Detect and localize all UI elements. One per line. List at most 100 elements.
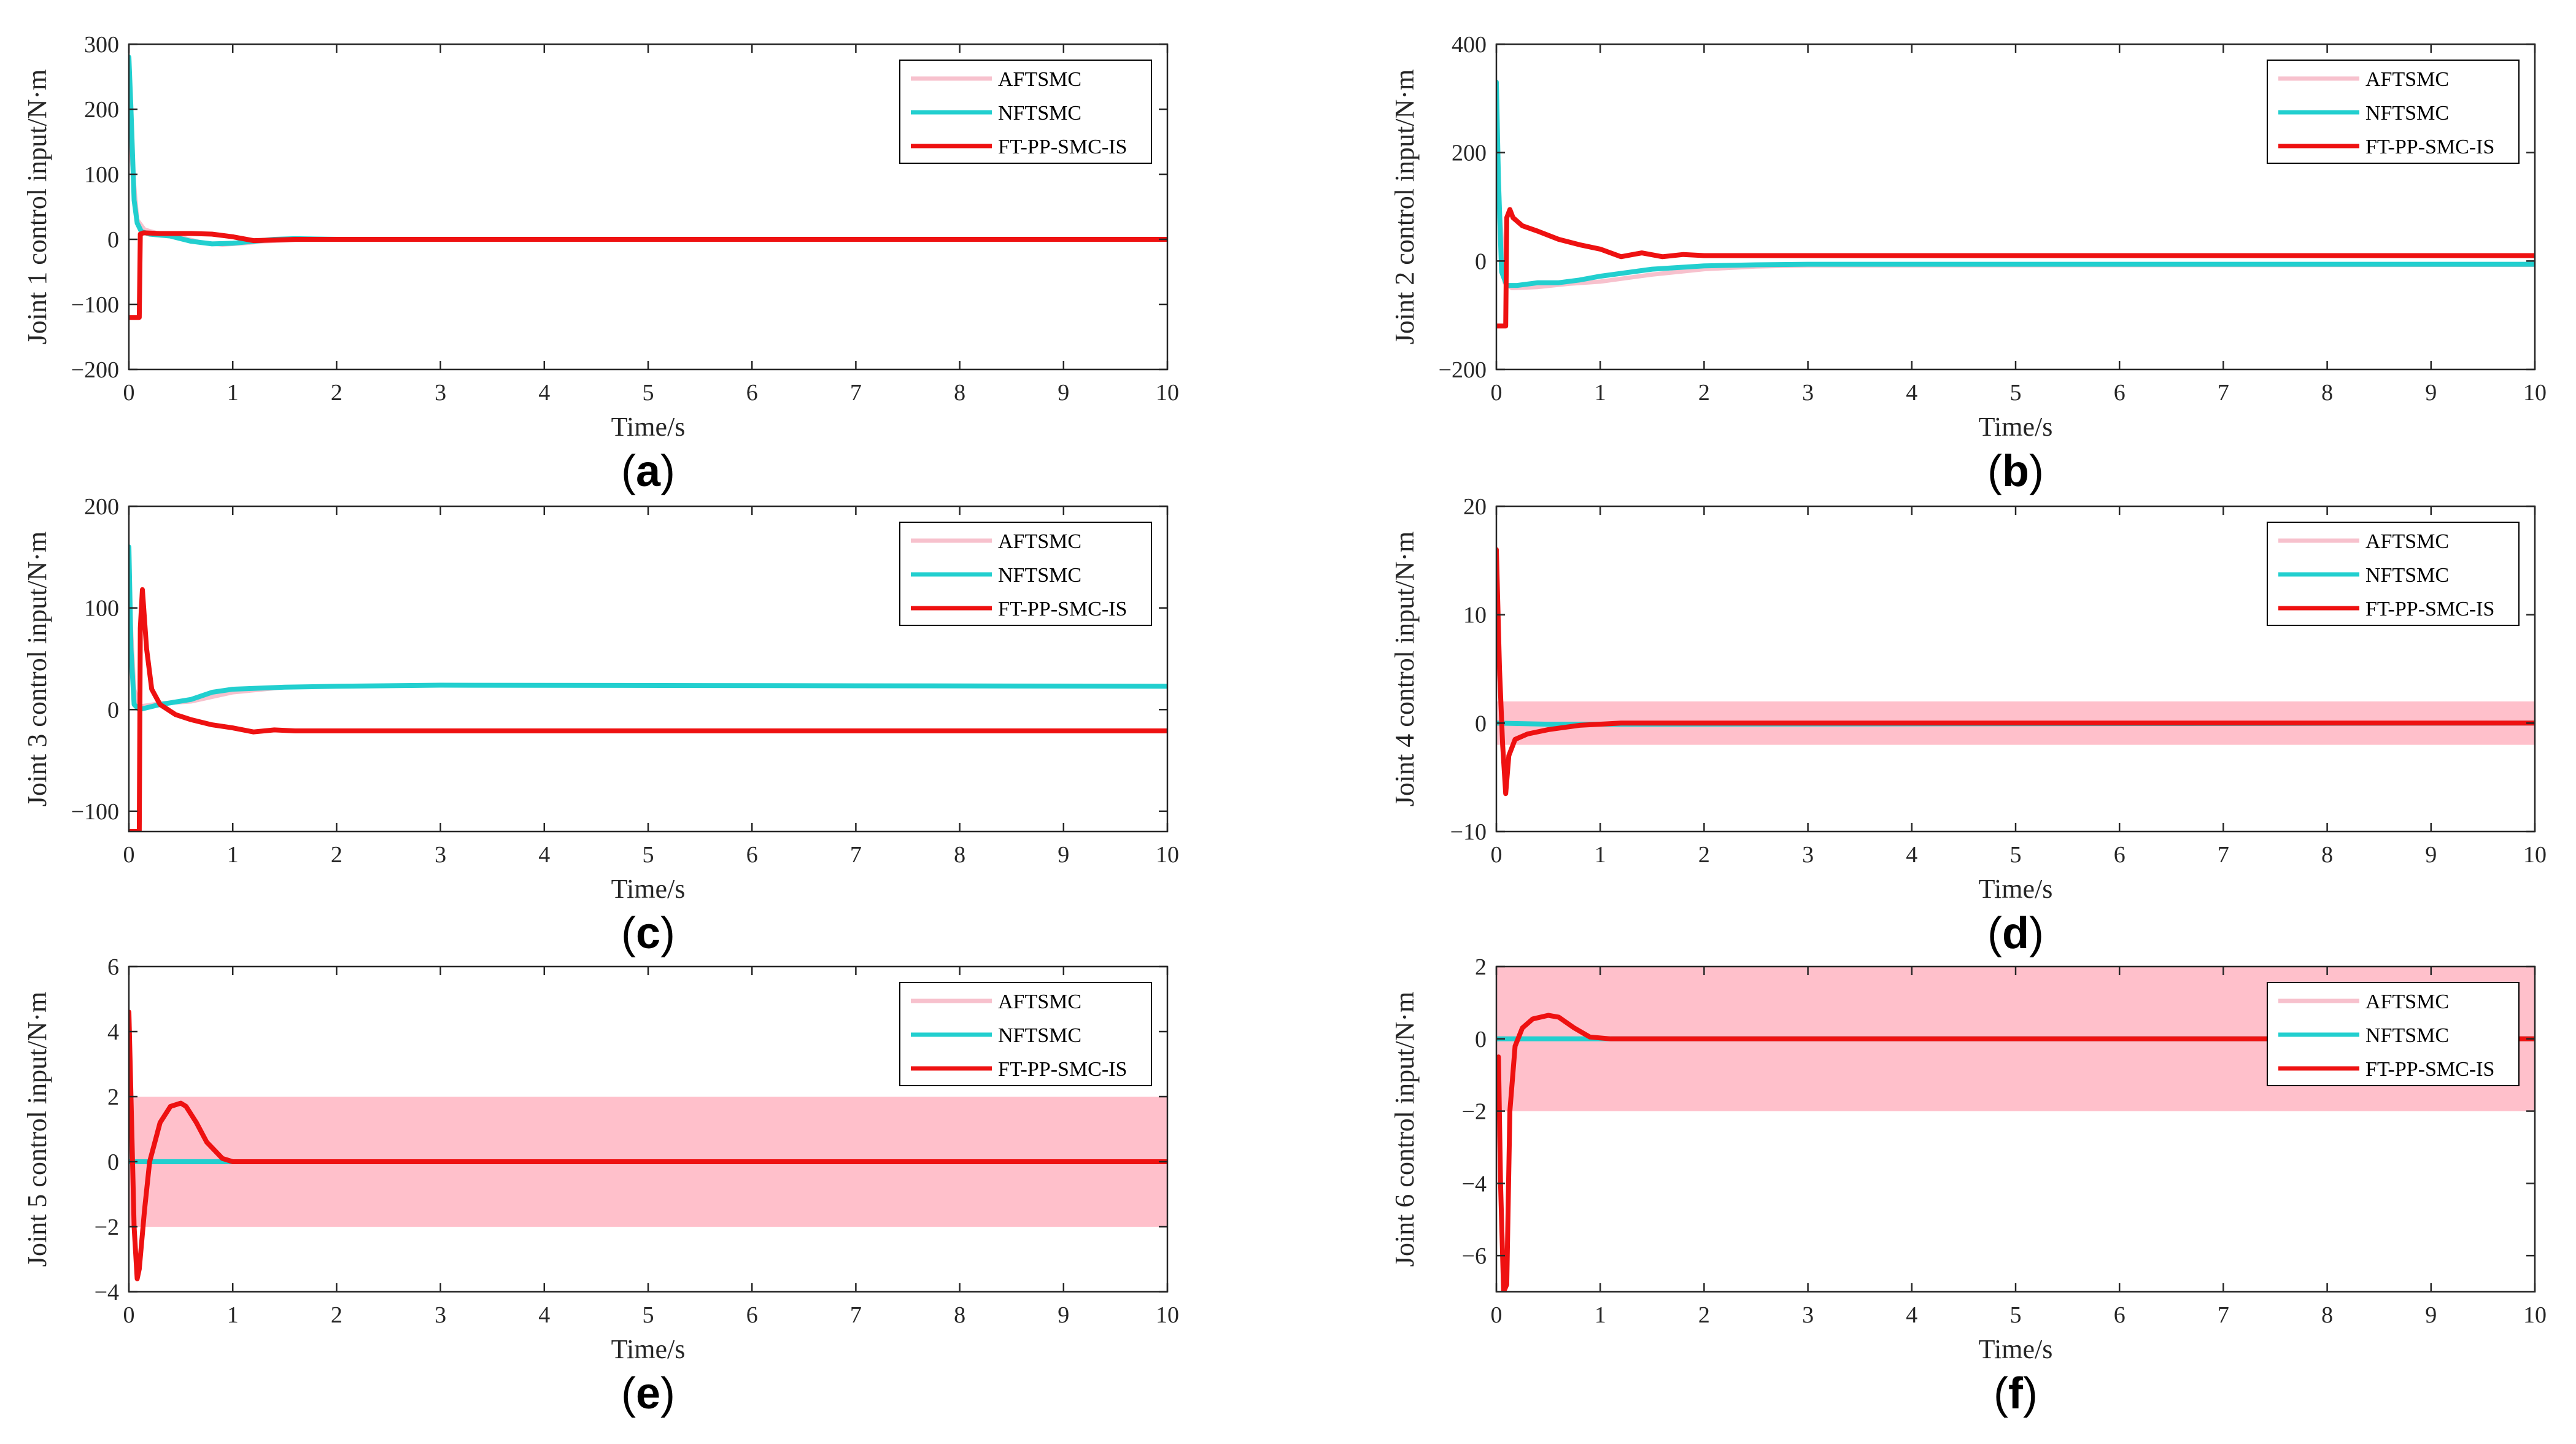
x-tick-label: 0 xyxy=(1491,380,1503,406)
x-tick-label: 1 xyxy=(1595,380,1606,406)
legend: AFTSMC NFTSMC FT-PP-SMC-IS xyxy=(2267,522,2520,626)
panel-label: (b) xyxy=(1987,447,2044,496)
panel-label: (c) xyxy=(621,909,675,958)
x-tick-label: 2 xyxy=(1698,842,1710,868)
x-tick-label: 8 xyxy=(954,842,965,868)
y-tick-label: 0 xyxy=(1475,249,1487,274)
y-tick-label: −100 xyxy=(71,799,119,825)
y-tick-label: 0 xyxy=(1475,711,1487,736)
x-tick-label: 6 xyxy=(746,380,758,406)
x-tick-label: 2 xyxy=(1698,1302,1710,1328)
x-tick-label: 8 xyxy=(2321,842,2333,868)
x-tick-label: 3 xyxy=(1802,1302,1814,1328)
x-tick-label: 6 xyxy=(746,1302,758,1328)
x-axis-label: Time/s xyxy=(611,1334,686,1364)
x-tick-label: 6 xyxy=(2114,842,2125,868)
x-tick-label: 10 xyxy=(1156,1302,1179,1328)
y-axis-label: Joint 2 control input/N·m xyxy=(1390,69,1420,345)
y-tick-label: 200 xyxy=(1452,141,1487,166)
y-tick-label: 300 xyxy=(84,32,119,58)
y-tick-label: 0 xyxy=(107,1149,119,1175)
x-tick-label: 7 xyxy=(2218,842,2229,868)
x-tick-label: 6 xyxy=(2114,1302,2125,1328)
y-tick-label: −4 xyxy=(1462,1171,1487,1197)
legend: AFTSMC NFTSMC FT-PP-SMC-IS xyxy=(899,982,1152,1086)
x-tick-label: 10 xyxy=(1156,380,1179,406)
legend-entry-nftsmc: NFTSMC xyxy=(998,102,1081,125)
x-axis-label: Time/s xyxy=(1979,412,2053,442)
y-tick-label: 2 xyxy=(1475,954,1487,980)
series-line-ft-pp-smc-is xyxy=(1496,547,2535,797)
series-group xyxy=(129,55,1167,320)
panel-label: (a) xyxy=(621,447,675,496)
y-tick-label: 2 xyxy=(107,1084,119,1110)
y-tick-label: 0 xyxy=(107,697,119,723)
x-tick-label: 4 xyxy=(538,842,550,868)
x-axis-label: Time/s xyxy=(611,412,686,442)
x-tick-label: 4 xyxy=(1906,380,1917,406)
x-tick-label: 0 xyxy=(1491,1302,1503,1328)
legend-entry-aftsmc: AFTSMC xyxy=(2365,530,2449,553)
x-tick-label: 1 xyxy=(1595,842,1606,868)
x-tick-label: 5 xyxy=(643,842,654,868)
panel-label: (f) xyxy=(1994,1369,2038,1418)
y-tick-label: 200 xyxy=(84,97,119,123)
series-group xyxy=(129,544,1167,832)
x-tick-label: 10 xyxy=(1156,842,1179,868)
y-tick-label: 0 xyxy=(1475,1027,1487,1052)
y-axis-label: Joint 1 control input/N·m xyxy=(22,69,52,345)
x-tick-label: 1 xyxy=(1595,1302,1606,1328)
legend-entry-aftsmc: AFTSMC xyxy=(998,530,1081,553)
series-line-nftsmc xyxy=(129,544,1167,712)
x-tick-label: 9 xyxy=(1058,1302,1069,1328)
y-tick-label: −200 xyxy=(71,357,119,383)
x-tick-label: 7 xyxy=(850,380,862,406)
y-tick-label: −2 xyxy=(1462,1099,1487,1125)
y-tick-label: 200 xyxy=(84,494,119,520)
y-tick-label: 10 xyxy=(1463,603,1487,628)
x-tick-label: 9 xyxy=(2425,842,2437,868)
legend-entry-nftsmc: NFTSMC xyxy=(998,1024,1081,1047)
x-tick-label: 8 xyxy=(2321,1302,2333,1328)
x-axis-label: Time/s xyxy=(1979,874,2053,904)
panel-label: (d) xyxy=(1987,909,2044,958)
panel-e: 0 1 2 3 4 5 6 7 8 9 10 −4 −2 0 2 4 6 Time/s Joint 5 contro… xyxy=(22,954,1179,1418)
series-line-nftsmc xyxy=(1496,79,2535,288)
panel-label: (e) xyxy=(621,1369,675,1418)
legend: AFTSMC NFTSMC FT-PP-SMC-IS xyxy=(899,522,1152,626)
y-axis-label: Joint 5 control input/N·m xyxy=(22,992,52,1267)
series-group xyxy=(1496,79,2535,329)
x-tick-label: 5 xyxy=(643,380,654,406)
x-tick-label: 7 xyxy=(2218,1302,2229,1328)
x-tick-label: 8 xyxy=(954,380,965,406)
legend-entry-ft-pp-smc-is: FT-PP-SMC-IS xyxy=(998,598,1127,620)
legend-entry-ft-pp-smc-is: FT-PP-SMC-IS xyxy=(2365,1058,2494,1081)
legend-entry-nftsmc: NFTSMC xyxy=(2365,564,2449,587)
series-line-ft-pp-smc-is xyxy=(129,587,1167,832)
x-tick-label: 3 xyxy=(1802,380,1814,406)
legend: AFTSMC NFTSMC FT-PP-SMC-IS xyxy=(2267,60,2520,164)
y-tick-label: 4 xyxy=(107,1019,119,1045)
x-tick-label: 10 xyxy=(2523,842,2547,868)
legend-entry-ft-pp-smc-is: FT-PP-SMC-IS xyxy=(2365,136,2494,158)
x-tick-label: 4 xyxy=(538,1302,550,1328)
y-tick-label: −2 xyxy=(95,1214,119,1240)
legend-entry-ft-pp-smc-is: FT-PP-SMC-IS xyxy=(998,1058,1127,1081)
y-tick-label: 400 xyxy=(1452,32,1487,58)
x-axis-label: Time/s xyxy=(611,874,686,904)
y-tick-label: 6 xyxy=(107,954,119,980)
x-tick-label: 10 xyxy=(2523,1302,2547,1328)
x-tick-label: 5 xyxy=(2010,380,2022,406)
legend-entry-ft-pp-smc-is: FT-PP-SMC-IS xyxy=(2365,598,2494,620)
x-tick-label: 3 xyxy=(435,842,446,868)
x-tick-label: 7 xyxy=(850,1302,862,1328)
x-tick-label: 6 xyxy=(746,842,758,868)
x-tick-label: 7 xyxy=(850,842,862,868)
y-tick-label: 100 xyxy=(84,162,119,188)
x-tick-label: 4 xyxy=(1906,1302,1917,1328)
x-tick-label: 1 xyxy=(227,1302,239,1328)
y-tick-label: 100 xyxy=(84,596,119,622)
y-axis-label: Joint 3 control input/N·m xyxy=(22,531,52,807)
